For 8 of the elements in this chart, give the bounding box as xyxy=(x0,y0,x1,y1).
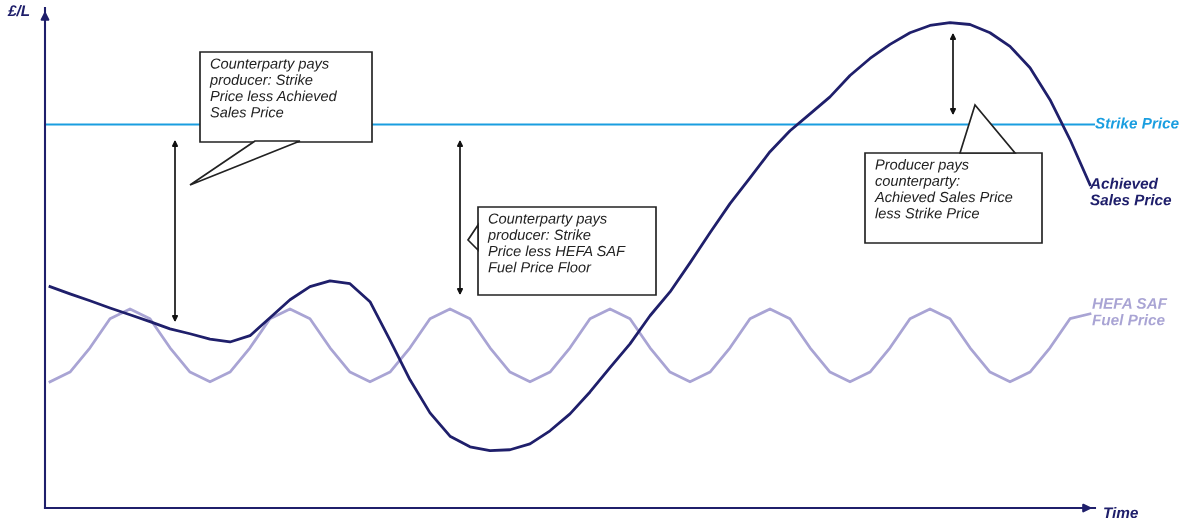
y-axis-title: £/L xyxy=(7,4,30,17)
series-label: Achieved Sales Price xyxy=(1089,177,1172,206)
series-label: HEFA SAF Fuel Price xyxy=(1092,298,1168,326)
annotation: Counterparty pays producer: Strike Price less HEFA SAF Fuel Price Floor xyxy=(487,213,626,273)
ref-line-label: Strike Price xyxy=(1095,117,1179,129)
annotation: Producer pays counterparty: Achieved Sales Price less Strike Price xyxy=(874,159,1013,219)
annotation: Counterparty pays producer: Strike Price less Achieved Sales Price xyxy=(209,58,338,118)
x-axis-title: Time xyxy=(1104,506,1138,519)
